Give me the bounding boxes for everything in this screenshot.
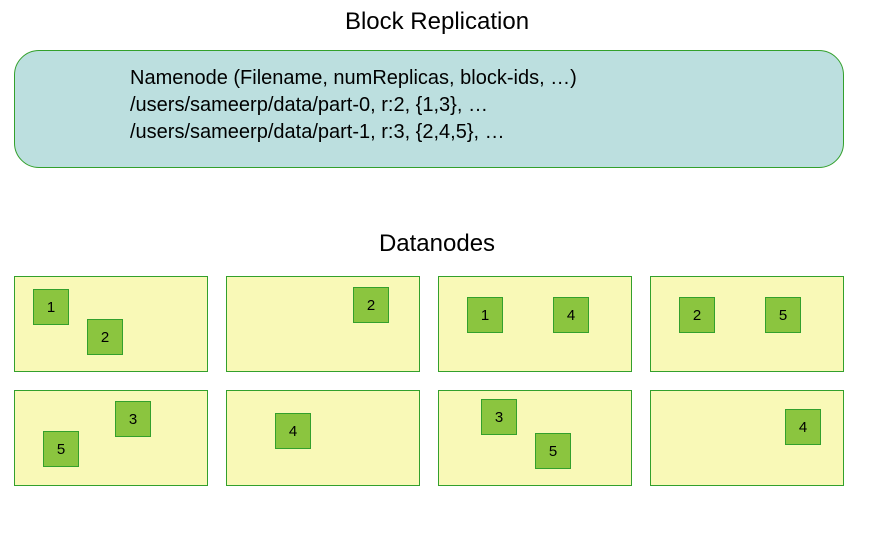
block: 3 [481, 399, 517, 435]
datanode: 4 [226, 390, 420, 486]
datanode: 12 [14, 276, 208, 372]
datanode: 35 [438, 390, 632, 486]
namenode-line-1: /users/sameerp/data/part-0, r:2, {1,3}, … [130, 92, 813, 119]
datanode-row: 1221425 [14, 276, 844, 372]
block: 4 [275, 413, 311, 449]
block: 5 [43, 431, 79, 467]
datanode: 14 [438, 276, 632, 372]
block: 5 [535, 433, 571, 469]
namenode-line-0: Namenode (Filename, numReplicas, block-i… [130, 65, 813, 92]
block: 3 [115, 401, 151, 437]
block: 1 [33, 289, 69, 325]
datanode: 2 [226, 276, 420, 372]
block: 2 [87, 319, 123, 355]
datanode: 53 [14, 390, 208, 486]
block: 1 [467, 297, 503, 333]
block: 5 [765, 297, 801, 333]
datanode: 4 [650, 390, 844, 486]
block: 4 [553, 297, 589, 333]
datanodes-title: Datanodes [0, 230, 874, 258]
namenode-box: Namenode (Filename, numReplicas, block-i… [14, 50, 844, 168]
datanodes-container: 1221425534354 [14, 276, 844, 504]
block: 2 [353, 287, 389, 323]
block: 2 [679, 297, 715, 333]
datanode-row: 534354 [14, 390, 844, 486]
diagram-title: Block Replication [0, 8, 874, 36]
datanode: 25 [650, 276, 844, 372]
namenode-line-2: /users/sameerp/data/part-1, r:3, {2,4,5}… [130, 119, 813, 146]
block: 4 [785, 409, 821, 445]
